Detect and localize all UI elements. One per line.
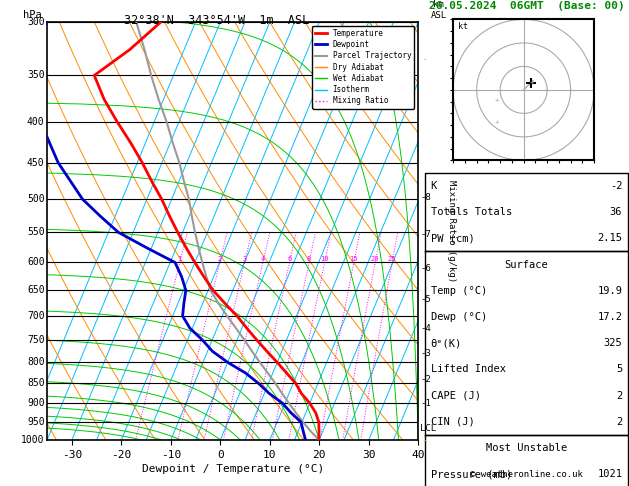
- Text: Mixing Ratio (g/kg): Mixing Ratio (g/kg): [447, 180, 456, 282]
- Text: 325: 325: [603, 338, 622, 348]
- Text: 550: 550: [27, 227, 45, 237]
- Text: Lifted Index: Lifted Index: [431, 364, 506, 375]
- Text: -3: -3: [420, 349, 431, 358]
- Text: 15: 15: [350, 257, 358, 262]
- Legend: Temperature, Dewpoint, Parcel Trajectory, Dry Adiabat, Wet Adiabat, Isotherm, Mi: Temperature, Dewpoint, Parcel Trajectory…: [312, 26, 415, 108]
- Text: 1021: 1021: [598, 469, 622, 479]
- Text: 950: 950: [27, 417, 45, 427]
- Text: 1: 1: [177, 257, 182, 262]
- Text: PW (cm): PW (cm): [431, 233, 474, 243]
- Text: 500: 500: [27, 194, 45, 204]
- Text: Surface: Surface: [504, 260, 548, 270]
- Text: -4: -4: [420, 324, 431, 333]
- Text: 350: 350: [27, 70, 45, 80]
- Text: 400: 400: [27, 117, 45, 127]
- Text: CIN (J): CIN (J): [431, 417, 474, 427]
- Text: 2: 2: [616, 391, 622, 400]
- Text: 3: 3: [243, 257, 247, 262]
- Text: +: +: [494, 119, 499, 125]
- Text: 26.05.2024  06GMT  (Base: 00): 26.05.2024 06GMT (Base: 00): [428, 1, 625, 11]
- Text: -5: -5: [420, 295, 431, 304]
- Text: -6: -6: [420, 264, 431, 273]
- Text: Totals Totals: Totals Totals: [431, 207, 512, 217]
- Text: -2: -2: [610, 181, 622, 191]
- Text: +: +: [530, 79, 534, 85]
- Text: 700: 700: [27, 311, 45, 321]
- Text: kt: kt: [458, 22, 468, 31]
- Text: 2: 2: [616, 417, 622, 427]
- Text: 300: 300: [27, 17, 45, 27]
- Text: 850: 850: [27, 379, 45, 388]
- Text: LCL: LCL: [420, 424, 437, 433]
- Text: 19.9: 19.9: [598, 286, 622, 296]
- Text: -8: -8: [420, 193, 431, 202]
- Text: 650: 650: [27, 285, 45, 295]
- Text: -: -: [421, 54, 427, 64]
- Text: 36: 36: [610, 207, 622, 217]
- Text: -1: -1: [420, 399, 431, 408]
- Text: -2: -2: [420, 375, 431, 384]
- Text: 20: 20: [371, 257, 379, 262]
- Text: 25: 25: [388, 257, 396, 262]
- Text: 17.2: 17.2: [598, 312, 622, 322]
- Text: © weatheronline.co.uk: © weatheronline.co.uk: [470, 469, 583, 479]
- Text: -7: -7: [420, 230, 431, 239]
- Text: Most Unstable: Most Unstable: [486, 443, 567, 453]
- Text: 750: 750: [27, 335, 45, 345]
- Text: Temp (°C): Temp (°C): [431, 286, 487, 296]
- Text: 32°38'N  343°54'W  1m  ASL: 32°38'N 343°54'W 1m ASL: [125, 14, 309, 27]
- Text: 2.15: 2.15: [598, 233, 622, 243]
- Text: 8: 8: [307, 257, 311, 262]
- Text: 900: 900: [27, 398, 45, 408]
- Text: 10: 10: [320, 257, 329, 262]
- Text: 6: 6: [287, 257, 292, 262]
- Text: 2: 2: [218, 257, 222, 262]
- Text: θᵉ(K): θᵉ(K): [431, 338, 462, 348]
- Text: +: +: [495, 97, 499, 103]
- Text: km
ASL: km ASL: [431, 0, 447, 20]
- Text: 600: 600: [27, 258, 45, 267]
- Text: 450: 450: [27, 157, 45, 168]
- Text: K: K: [431, 181, 437, 191]
- Text: 1000: 1000: [21, 435, 45, 445]
- Text: 4: 4: [261, 257, 265, 262]
- Text: Pressure (mb): Pressure (mb): [431, 469, 512, 479]
- Text: hPa: hPa: [23, 10, 42, 20]
- Text: 5: 5: [616, 364, 622, 375]
- Text: Dewp (°C): Dewp (°C): [431, 312, 487, 322]
- Text: 800: 800: [27, 357, 45, 367]
- Text: CAPE (J): CAPE (J): [431, 391, 481, 400]
- X-axis label: Dewpoint / Temperature (°C): Dewpoint / Temperature (°C): [142, 464, 324, 474]
- Text: -: -: [421, 435, 427, 445]
